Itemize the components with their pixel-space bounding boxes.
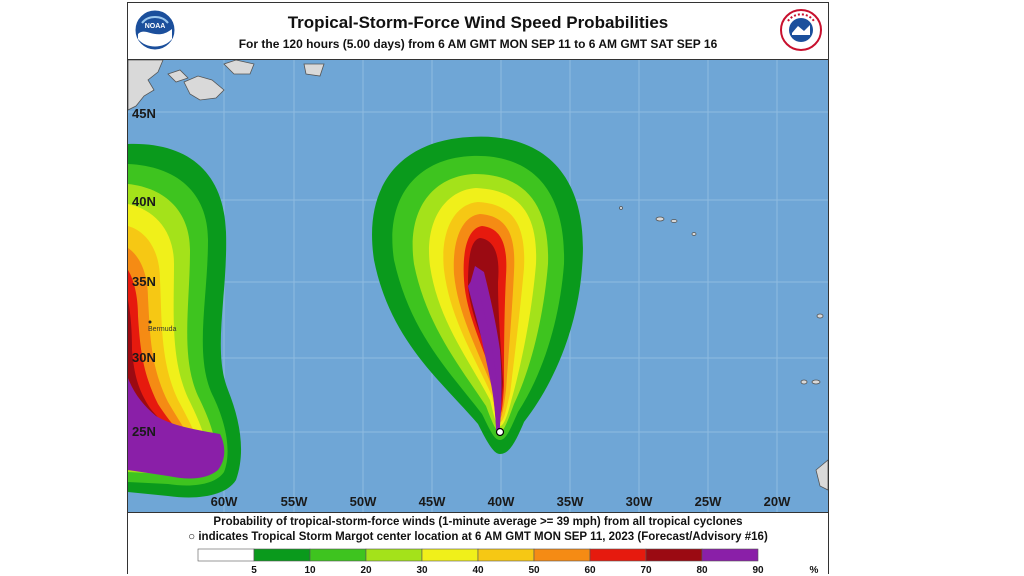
- footer-storm-note: ○ indicates Tropical Storm Margot center…: [188, 531, 768, 543]
- legend-label: 70: [640, 565, 652, 575]
- footer: Probability of tropical-storm-force wind…: [128, 512, 828, 575]
- lon-label: 45W: [419, 494, 446, 509]
- legend-swatch: [421, 548, 479, 562]
- lon-label: 55W: [281, 494, 308, 509]
- page-subtitle: For the 120 hours (5.00 days) from 6 AM …: [238, 37, 718, 51]
- legend-label: 50: [528, 565, 540, 575]
- lon-label: 30W: [626, 494, 653, 509]
- probability-legend: 5 10 20 30 40 50 60 70 80 90%: [197, 548, 819, 575]
- legend-swatch: [477, 548, 535, 562]
- map-figure: NOAA Tropical-Storm-Force Wind Speed Pro…: [127, 2, 829, 575]
- legend-label: 80: [696, 565, 708, 575]
- probability-map: Bermuda 45N 40N 35N 30N 25N 60W 55W 50W …: [128, 60, 828, 512]
- storm-center-marker-icon: [495, 427, 505, 437]
- longitude-labels: 60W 55W 50W 45W 40W 35W 30W 25W 20W: [211, 494, 791, 509]
- legend-label: 20: [360, 565, 372, 575]
- lat-label: 45N: [132, 106, 156, 121]
- landmass: [128, 60, 828, 491]
- lon-label: 25W: [695, 494, 722, 509]
- legend-swatch: [701, 548, 759, 562]
- lat-label: 30N: [132, 350, 156, 365]
- legend-swatch: [197, 548, 255, 562]
- lat-label: 40N: [132, 194, 156, 209]
- noaa-logo-icon: NOAA: [134, 9, 176, 51]
- lon-label: 50W: [350, 494, 377, 509]
- legend-swatch: [533, 548, 591, 562]
- legend-label: 5: [251, 565, 257, 575]
- lon-label: 40W: [488, 494, 515, 509]
- lon-label: 60W: [211, 494, 238, 509]
- noaa-logo-text: NOAA: [145, 23, 166, 30]
- legend-swatch: [365, 548, 423, 562]
- legend-swatch: [645, 548, 703, 562]
- bermuda-label: Bermuda: [148, 326, 177, 333]
- legend-swatch: [253, 548, 311, 562]
- header: NOAA Tropical-Storm-Force Wind Speed Pro…: [128, 3, 828, 60]
- page-title: Tropical-Storm-Force Wind Speed Probabil…: [287, 13, 669, 32]
- lat-label: 35N: [132, 274, 156, 289]
- latitude-labels: 45N 40N 35N 30N 25N: [132, 106, 156, 439]
- legend-swatches: [197, 548, 759, 562]
- legend-label: 10: [304, 565, 316, 575]
- legend-label: 60: [584, 565, 596, 575]
- legend-label: 40: [472, 565, 484, 575]
- margot-probability-swath: [128, 136, 583, 498]
- lon-label: 35W: [557, 494, 584, 509]
- lon-label: 20W: [764, 494, 791, 509]
- legend-label: 30: [416, 565, 428, 575]
- lat-label: 25N: [132, 424, 156, 439]
- legend-label: %: [810, 565, 819, 575]
- legend-swatch: [309, 548, 367, 562]
- legend-label: 90: [752, 565, 764, 575]
- legend-labels: 5 10 20 30 40 50 60 70 80 90%: [251, 565, 818, 575]
- legend-swatch: [589, 548, 647, 562]
- bermuda-dot: [148, 320, 152, 324]
- footer-description: Probability of tropical-storm-force wind…: [213, 516, 743, 528]
- nws-logo-icon: [780, 9, 822, 51]
